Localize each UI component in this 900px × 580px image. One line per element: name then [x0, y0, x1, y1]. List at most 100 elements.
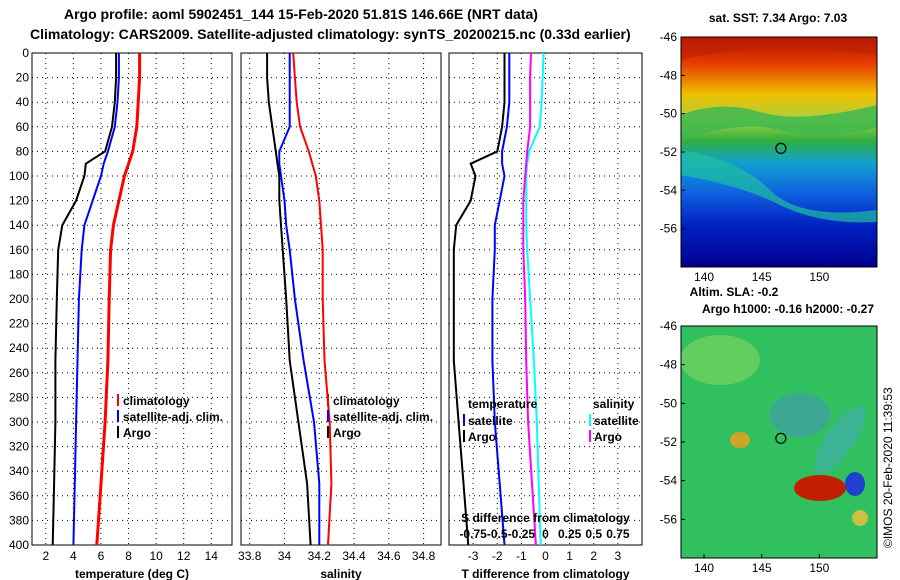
map-y-tick-label: -48	[660, 358, 678, 372]
x-tick-label: 4	[70, 549, 77, 563]
sla-blob-c	[814, 406, 866, 474]
y-tick-label: 20	[16, 71, 30, 85]
s-tick-label: -0.25	[508, 527, 536, 541]
map-y-tick-label: -46	[660, 30, 678, 44]
s-tick-label: 0	[542, 527, 549, 541]
sst-map	[681, 37, 877, 267]
s-axis-annotation: S difference from climatology	[461, 511, 630, 525]
y-tick-label: 40	[16, 95, 30, 109]
difference-panel: -3 -2 -1 0 1 2 3 T difference from climatology -…	[448, 52, 643, 580]
sla-low-anomaly	[845, 472, 865, 496]
y-tick-label: 60	[16, 120, 30, 134]
legend-label: Argo	[468, 430, 496, 444]
legend-label: satellite	[468, 414, 513, 428]
sst-map-axes: 140 145 150 -46 -48 -50 -52 -54 -56	[660, 30, 830, 284]
salinity-panel: 33.8 34 34.2 34.4 34.6 34.8 salinity climatolog…	[238, 52, 442, 580]
series-line-s-argo	[522, 52, 537, 546]
y-tick-label: 100	[9, 169, 29, 183]
sla-map-subtitle: Argo h1000: -0.16 h2000: -0.27	[702, 302, 874, 316]
map-x-tick-label: 140	[694, 561, 714, 575]
sst-warm-band	[681, 105, 877, 140]
s-tick-label: 0.5	[585, 527, 602, 541]
sst-map-title: sat. SST: 7.34 Argo: 7.03	[709, 11, 848, 25]
x-axis-label: T difference from climatology	[461, 567, 629, 580]
y-tick-label: 80	[16, 144, 30, 158]
map-y-tick-label: -52	[660, 145, 678, 159]
y-tick-label: 0	[22, 46, 29, 60]
legend-label: satellite	[594, 414, 639, 428]
map-x-tick-label: 145	[752, 270, 772, 284]
series-line-t-argo	[452, 53, 506, 546]
x-axis-label: temperature (deg C)	[75, 567, 189, 580]
y-tick-label: 360	[9, 489, 29, 503]
x-tick-label: 1	[566, 549, 573, 563]
sla-map	[681, 326, 877, 558]
y-tick-label: 120	[9, 194, 29, 208]
y-tick-label: 320	[9, 440, 29, 454]
map-x-tick-label: 140	[694, 270, 714, 284]
title-line-2: Climatology: CARS2009. Satellite-adjuste…	[30, 26, 631, 42]
map-y-tick-label: -56	[660, 222, 678, 236]
y-tick-label: 240	[9, 341, 29, 355]
temperature-panel: 0 20 40 60 80 100 120 140 160 180 200 220 240 260 280 3…	[9, 46, 233, 580]
x-tick-label: 6	[98, 549, 105, 563]
x-tick-label: 34.2	[308, 549, 332, 563]
x-tick-label: 34	[278, 549, 292, 563]
legend-title-temperature: temperature	[468, 397, 538, 411]
panel-frame	[448, 52, 643, 546]
y-tick-label: 380	[9, 513, 29, 527]
legend-label: satellite-adj. clim.	[333, 410, 433, 424]
x-tick-label: 2	[42, 549, 49, 563]
y-tick-label: 140	[9, 218, 29, 232]
sst-argo-location-marker	[775, 142, 787, 154]
x-tick-label: 8	[125, 549, 132, 563]
map-y-tick-label: -56	[660, 512, 678, 526]
legend-label: climatology	[123, 394, 190, 408]
legend-label: climatology	[333, 394, 400, 408]
y-tick-label: 160	[9, 243, 29, 257]
x-tick-label: 12	[177, 549, 191, 563]
series-line-satellite-adj-clim-	[278, 53, 321, 545]
y-tick-label: 340	[9, 464, 29, 478]
x-tick-label: 2	[590, 549, 597, 563]
x-tick-label: 33.8	[238, 549, 262, 563]
legend-label: Argo	[333, 426, 361, 440]
series-line-satellite-adj-clim-	[72, 53, 120, 546]
y-tick-label: 300	[9, 415, 29, 429]
series-line-climatology	[95, 53, 142, 546]
sla-high-anomaly	[794, 475, 846, 501]
panel-frame	[31, 52, 233, 546]
x-tick-label: -2	[492, 549, 503, 563]
sla-map-axes: 140 145 150 -46 -48 -50 -52 -54 -56	[660, 319, 830, 575]
x-tick-label: -1	[516, 549, 527, 563]
series-line-t-satellite	[491, 53, 511, 546]
map-y-tick-label: -48	[660, 68, 678, 82]
sla-blob-a	[681, 335, 760, 385]
legend-label: Argo	[594, 430, 622, 444]
sla-map-title: Altim. SLA: -0.2	[690, 285, 779, 299]
legend-label: Argo	[123, 426, 151, 440]
map-y-tick-label: -50	[660, 107, 678, 121]
x-tick-label: 34.4	[342, 549, 366, 563]
series-line-s-satellite	[525, 52, 545, 546]
sla-blob-b	[770, 393, 830, 437]
x-tick-label: 0	[542, 549, 549, 563]
legend-label: satellite-adj. clim.	[123, 410, 223, 424]
legend-title-salinity: salinity	[593, 397, 635, 411]
y-tick-label: 260	[9, 366, 29, 380]
y-tick-label: 280	[9, 390, 29, 404]
series-line-climatology	[292, 52, 333, 546]
map-y-tick-label: -54	[660, 474, 678, 488]
y-tick-label: 400	[9, 538, 29, 552]
x-tick-label: 34.6	[377, 549, 401, 563]
s-tick-label: -0.5	[487, 527, 508, 541]
sst-front	[681, 150, 877, 223]
x-tick-label: 14	[205, 549, 219, 563]
map-y-tick-label: -46	[660, 319, 678, 333]
s-tick-label: 0.25	[558, 527, 582, 541]
s-tick-label: 0.75	[606, 527, 630, 541]
map-x-tick-label: 150	[809, 561, 829, 575]
title-line-1: Argo profile: aoml 5902451_144 15-Feb-20…	[64, 6, 538, 22]
y-tick-label: 180	[9, 267, 29, 281]
